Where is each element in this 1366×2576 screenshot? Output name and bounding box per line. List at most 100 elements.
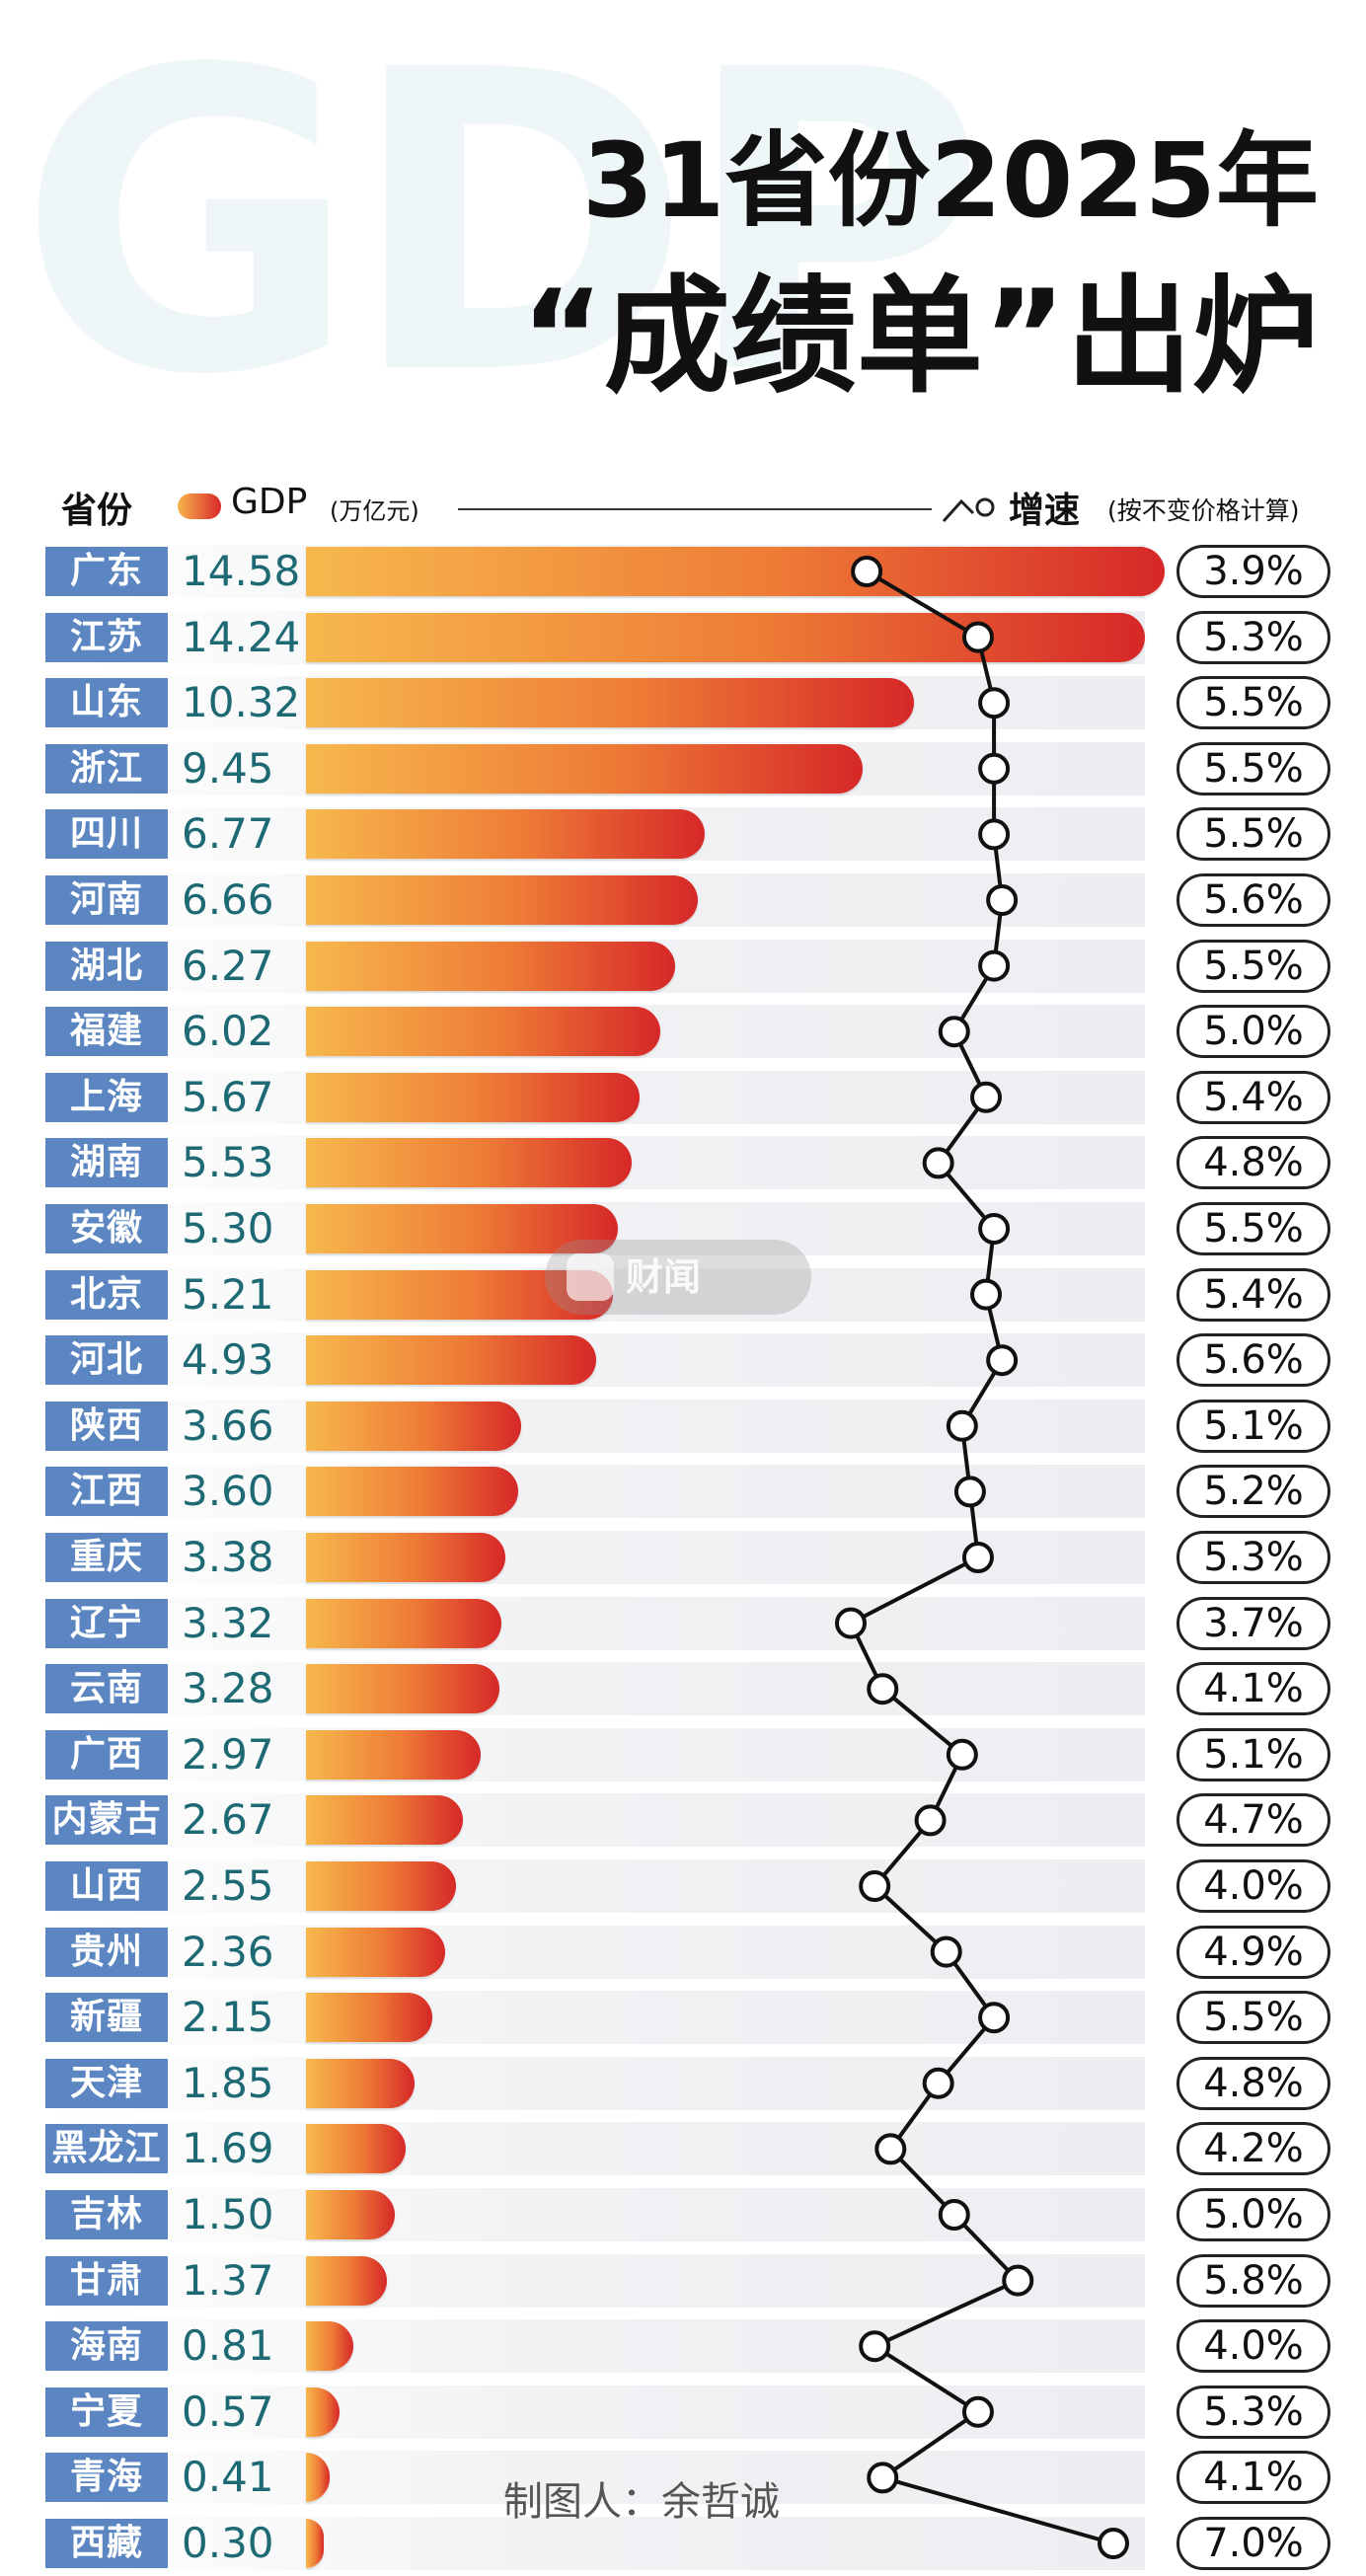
province-label: 甘肃: [45, 2255, 168, 2306]
gdp-bar: [306, 2190, 395, 2239]
chart-row: 新疆 2.15 5.5%: [0, 1985, 1366, 2050]
province-label: 湖北: [45, 941, 168, 991]
growth-value-label: 3.7%: [1176, 1596, 1330, 1650]
chart-row: 福建 6.02 5.0%: [0, 999, 1366, 1064]
growth-value-label: 5.5%: [1176, 807, 1330, 862]
gdp-bar: [306, 612, 1145, 662]
gdp-value-label: 2.55: [182, 1861, 274, 1910]
province-label: 浙江: [45, 743, 168, 794]
gdp-value-label: 5.30: [182, 1204, 274, 1252]
gdp-bar: [306, 547, 1165, 596]
chart-row: 海南 0.81 4.0%: [0, 2313, 1366, 2379]
province-label: 安徽: [45, 1204, 168, 1253]
growth-value-label: 5.0%: [1176, 1005, 1330, 1059]
chart-row: 黑龙江 1.69 4.2%: [0, 2116, 1366, 2181]
title-line-2: “成绩单”出炉: [520, 264, 1319, 411]
gdp-value-label: 3.28: [182, 1664, 274, 1713]
chart-row: 江西 3.60 5.2%: [0, 1459, 1366, 1524]
gdp-value-label: 1.50: [182, 2190, 274, 2238]
province-label: 青海: [45, 2453, 168, 2503]
gdp-bar: [306, 2255, 387, 2306]
chart-row: 江苏 14.24 5.3%: [0, 605, 1366, 670]
growth-value-label: 5.5%: [1176, 741, 1330, 796]
gdp-bar: [306, 1927, 445, 1977]
chart-row: 广东 14.58 3.9%: [0, 539, 1366, 604]
growth-value-label: 5.1%: [1176, 1399, 1330, 1453]
gdp-value-label: 9.45: [182, 743, 274, 793]
province-label: 江苏: [45, 612, 168, 662]
chart-row: 山东 10.32 5.5%: [0, 670, 1366, 735]
chart-row: 贵州 2.36 4.9%: [0, 1920, 1366, 1985]
growth-value-label: 4.8%: [1176, 2056, 1330, 2110]
province-label: 内蒙古: [45, 1795, 168, 1846]
gdp-bar: [306, 1138, 632, 1188]
gdp-value-label: 3.32: [182, 1598, 274, 1647]
province-label: 上海: [45, 1072, 168, 1122]
gdp-value-label: 1.85: [182, 2058, 274, 2107]
watermark-badge: 财闻: [545, 1240, 811, 1315]
gdp-bar: [306, 1335, 597, 1386]
gdp-value-label: 1.69: [182, 2124, 274, 2173]
chart-row: 宁夏 0.57 5.3%: [0, 2380, 1366, 2445]
watermark-text: 财闻: [626, 1255, 702, 1299]
gdp-value-label: 6.66: [182, 875, 274, 924]
gdp-value-label: 14.58: [182, 547, 301, 595]
title-line-1: 31省份2025年: [581, 120, 1319, 241]
gdp-value-label: 5.53: [182, 1138, 274, 1187]
province-label: 四川: [45, 809, 168, 860]
gdp-bar: [306, 875, 699, 925]
gdp-bar: [306, 941, 676, 991]
gdp-bar: [306, 1993, 433, 2043]
chart-row: 甘肃 1.37 5.8%: [0, 2248, 1366, 2313]
province-label: 湖南: [45, 1138, 168, 1188]
gdp-bar: [306, 1269, 613, 1320]
gdp-bar: [306, 1007, 661, 1057]
gdp-bar: [306, 1533, 505, 1582]
chart-row: 浙江 9.45 5.5%: [0, 736, 1366, 801]
gdp-value-label: 2.15: [182, 1993, 274, 2042]
chart-row: 四川 6.77 5.5%: [0, 801, 1366, 867]
growth-value-label: 5.5%: [1176, 676, 1330, 730]
gdp-bar: [306, 1598, 502, 1648]
gdp-bar: [306, 2124, 406, 2174]
header-gdp-label: GDP: [231, 482, 308, 522]
growth-value-label: 5.6%: [1176, 873, 1330, 927]
gdp-value-label: 1.37: [182, 2255, 274, 2305]
province-label: 西藏: [45, 2519, 168, 2568]
gdp-bar: [306, 1204, 619, 1253]
province-label: 山东: [45, 678, 168, 728]
chart-row: 山西 2.55 4.0%: [0, 1854, 1366, 1919]
gdp-bar: [306, 1072, 641, 1122]
province-label: 云南: [45, 1664, 168, 1714]
header-province-label: 省份: [61, 491, 133, 531]
growth-value-label: 5.5%: [1176, 1991, 1330, 2045]
province-label: 贵州: [45, 1927, 168, 1977]
gdp-bar: [306, 1401, 522, 1451]
gdp-value-label: 4.93: [182, 1335, 274, 1385]
province-label: 福建: [45, 1007, 168, 1057]
province-label: 河南: [45, 875, 168, 925]
growth-value-label: 7.0%: [1176, 2517, 1330, 2570]
chart-row: 云南 3.28 4.1%: [0, 1656, 1366, 1721]
chart-row: 辽宁 3.32 3.7%: [0, 1591, 1366, 1656]
gdp-value-label: 10.32: [182, 678, 301, 727]
gdp-bar: [306, 1729, 482, 1780]
growth-value-label: 5.5%: [1176, 1202, 1330, 1255]
province-label: 吉林: [45, 2190, 168, 2239]
growth-value-label: 4.2%: [1176, 2122, 1330, 2176]
gdp-value-label: 0.30: [182, 2519, 274, 2567]
gdp-value-label: 3.38: [182, 1533, 274, 1581]
background-gdp-watermark: GDP: [18, 0, 986, 466]
province-label: 天津: [45, 2058, 168, 2108]
province-label: 广东: [45, 547, 168, 596]
province-label: 广西: [45, 1729, 168, 1780]
chart-row: 河南 6.66 5.6%: [0, 868, 1366, 933]
growth-value-label: 5.3%: [1176, 610, 1330, 664]
gdp-value-label: 3.60: [182, 1467, 274, 1516]
province-label: 陕西: [45, 1401, 168, 1451]
province-label: 黑龙江: [45, 2124, 168, 2174]
gdp-value-label: 2.97: [182, 1729, 274, 1779]
growth-value-label: 4.0%: [1176, 2319, 1330, 2374]
gdp-legend-swatch: [178, 493, 221, 519]
gdp-bar: [306, 1467, 518, 1517]
